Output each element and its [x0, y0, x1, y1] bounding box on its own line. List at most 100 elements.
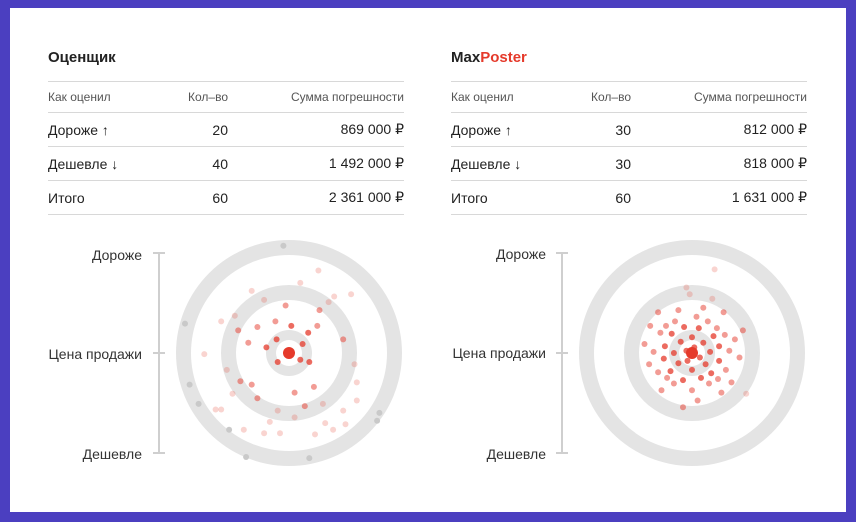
data-point [681, 324, 688, 330]
data-point [668, 330, 675, 337]
column-header-error-sum: Сумма погрешности [228, 81, 404, 113]
data-point [680, 377, 686, 384]
data-point [288, 322, 295, 329]
data-point [683, 284, 690, 291]
data-point [330, 426, 337, 433]
data-point [706, 380, 712, 387]
table-row: Дешевле ↓ 30 818 000 ₽ [451, 146, 807, 181]
table-row-total: Итого 60 2 361 000 ₽ [48, 180, 404, 215]
data-point [342, 421, 349, 428]
data-point [655, 309, 662, 316]
data-point [716, 357, 723, 364]
data-point [282, 302, 289, 309]
data-point [721, 331, 728, 338]
data-point [348, 291, 355, 298]
scale-label-top: Дороже [92, 247, 142, 263]
data-point [277, 430, 283, 437]
table-row: Дороже ↑ 30 812 000 ₽ [451, 112, 807, 147]
data-point [297, 279, 304, 286]
row-count: 30 [561, 146, 631, 181]
data-point [182, 320, 188, 327]
data-point [254, 324, 261, 330]
data-point [743, 390, 750, 397]
data-point [201, 351, 208, 358]
data-point [374, 417, 381, 424]
data-point [325, 299, 332, 306]
data-point [709, 295, 716, 302]
table-row: Дороже ↑ 20 869 000 ₽ [48, 112, 404, 147]
data-point [698, 374, 704, 381]
scale-label-bottom: Дешевле [83, 446, 143, 462]
data-point [243, 454, 250, 460]
data-point [272, 318, 279, 325]
data-point [274, 407, 281, 414]
target-chart-appraiser: Дороже Цена продажи Дешевле [48, 240, 402, 466]
data-point [223, 366, 230, 373]
column-header-method: Как оценил [451, 81, 561, 113]
data-point [310, 383, 317, 390]
scale-label-bottom: Дешевле [487, 446, 547, 462]
data-point [708, 370, 715, 377]
data-point [710, 333, 717, 340]
data-point [728, 379, 735, 386]
data-point [186, 381, 193, 388]
data-point [248, 287, 255, 294]
row-label: Дешевле ↓ [451, 146, 561, 181]
data-point [263, 344, 270, 351]
data-point [702, 361, 709, 368]
scale-label-top: Дороже [496, 246, 546, 262]
data-point [305, 329, 312, 336]
data-point [340, 407, 347, 414]
data-point [713, 325, 720, 332]
data-point [677, 338, 684, 345]
comparison-card: Оценщик Как оценил Кол–во Сумма погрешно… [10, 8, 846, 512]
data-point [231, 312, 238, 319]
data-point [235, 327, 242, 334]
target-chart-maxposter: Дороже Цена продажи Дешевле [452, 240, 805, 466]
row-sum: 869 000 ₽ [228, 112, 404, 147]
data-point [299, 341, 306, 347]
data-point [680, 404, 686, 411]
data-point [297, 356, 304, 363]
scale-label-middle: Цена продажи [48, 346, 142, 362]
data-point [312, 431, 318, 438]
row-label: Итого [451, 180, 561, 215]
panel-title: MaxPoster [451, 49, 527, 66]
data-point [316, 307, 323, 314]
row-sum: 1 631 000 ₽ [631, 180, 807, 215]
data-point [245, 339, 252, 346]
data-point [273, 336, 280, 343]
data-point [731, 336, 738, 343]
data-point [670, 350, 677, 356]
data-point [274, 359, 281, 365]
row-sum: 818 000 ₽ [631, 146, 807, 181]
data-point [261, 296, 268, 303]
data-point [693, 313, 700, 320]
scale-label-middle: Цена продажи [452, 345, 546, 361]
data-point [301, 403, 308, 410]
data-point [314, 322, 321, 329]
data-point [704, 318, 711, 325]
table-row: Дешевле ↓ 40 1 492 000 ₽ [48, 146, 404, 181]
row-sum: 812 000 ₽ [631, 112, 807, 147]
data-point [291, 389, 298, 396]
data-point [340, 336, 347, 343]
data-point [716, 343, 723, 350]
data-point [694, 397, 701, 404]
data-point [658, 387, 665, 394]
row-label: Дешевле ↓ [48, 146, 158, 181]
data-point [689, 387, 695, 394]
data-point [736, 354, 743, 361]
data-point [660, 355, 667, 362]
row-count: 30 [561, 112, 631, 147]
data-point [353, 397, 360, 404]
data-point [319, 400, 326, 407]
data-point [696, 354, 703, 361]
data-point [229, 390, 236, 397]
column-header-count: Кол–во [561, 81, 631, 113]
table-header-row: Как оценил Кол–во Сумма погрешности [48, 81, 404, 113]
data-point [661, 343, 668, 350]
data-point [722, 366, 729, 373]
data-point [248, 381, 255, 388]
data-point [641, 341, 648, 347]
